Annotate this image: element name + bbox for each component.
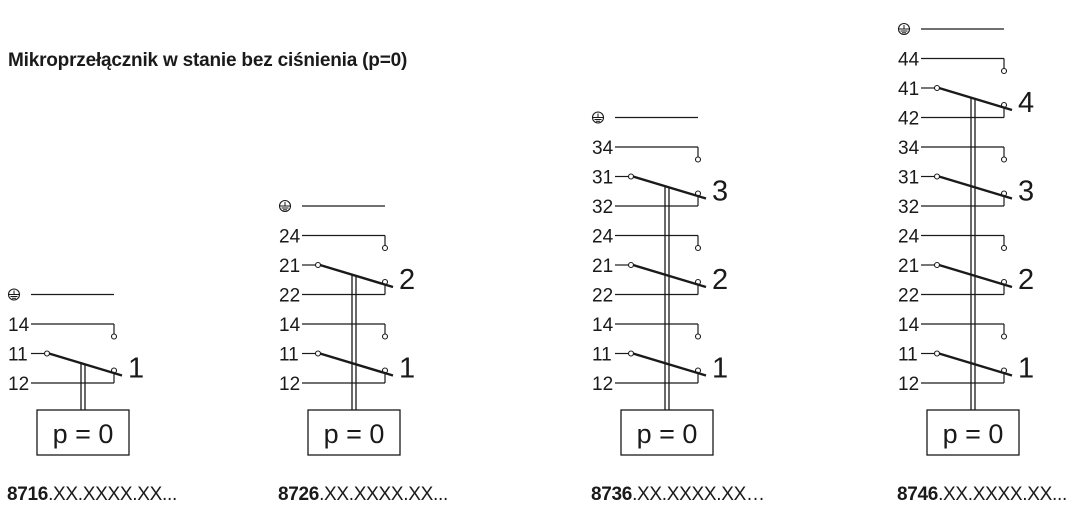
terminal-label: 14 [8,315,30,336]
model-number: 8746 [897,484,939,505]
switch-number: 2 [712,264,728,296]
terminal-label: 11 [898,345,918,366]
switch-number: 2 [399,264,415,296]
terminal-label: 21 [592,256,613,277]
model-suffix: .XX.XXXX.XX... [319,484,448,505]
terminal-label: 14 [592,315,614,336]
pressure-box [926,409,1020,456]
terminal-label: 12 [898,374,919,395]
contact-point [694,156,702,163]
model-caption: 8726.XX.XXXX.XX... [278,484,448,506]
terminal-label: 31 [592,168,613,189]
terminal-label: 11 [8,345,28,366]
terminal-label: 14 [279,315,301,336]
model-number: 8726 [278,484,320,505]
terminal-label: 22 [279,286,300,307]
terminal-label: 31 [898,168,919,189]
model-suffix: .XX.XXXX.XX... [938,484,1067,505]
switch-number: 1 [1018,353,1034,385]
terminal-label: 12 [592,374,613,395]
earth-ground-icon [278,199,292,213]
terminal-label: 32 [898,197,919,218]
contact-point [381,244,389,252]
contact-point [694,333,702,340]
pivot-point [933,84,941,92]
pressure-label: p = 0 [637,419,698,449]
contact-point [1000,156,1008,163]
terminal-label: 34 [592,138,614,159]
contact-point [1000,333,1008,340]
model-suffix: .XX.XXXX.XX… [632,484,765,505]
model-caption: 8736.XX.XXXX.XX… [591,484,765,506]
terminal-label: 24 [898,227,920,248]
pivot-point [933,261,941,269]
terminal-label: 41 [898,79,919,100]
switch-number: 1 [399,353,415,385]
pivot-point [314,350,322,357]
page-title: Mikroprzełącznik w stanie bez ciśnienia … [8,50,408,71]
switch-number: 4 [1018,87,1034,119]
earth-ground-icon [591,111,605,124]
model-caption: 8716.XX.XXXX.XX... [7,484,177,506]
terminal-label: 44 [898,50,920,71]
contact-point [1000,244,1008,252]
pivot-point [627,173,635,180]
terminal-label: 42 [898,109,919,130]
pressure-box [307,409,401,456]
terminal-label: 24 [592,227,614,248]
earth-ground-icon [7,288,21,301]
terminal-label: 21 [898,256,919,277]
terminal-label: 12 [8,374,29,395]
terminal-label: 11 [592,345,612,366]
terminal-label: 22 [898,286,919,307]
switch-number: 1 [128,353,144,385]
terminal-label: 22 [592,286,613,307]
model-number: 8736 [591,484,633,505]
model-number: 8716 [7,484,49,505]
pressure-label: p = 0 [943,419,1004,449]
switch-number: 3 [1018,176,1034,208]
pressure-label: p = 0 [53,419,114,449]
contact-point [110,333,118,340]
pivot-point [314,261,322,269]
contact-point [694,244,702,252]
switch-number: 2 [1018,264,1034,296]
pivot-point [933,350,941,357]
terminal-label: 21 [279,256,300,277]
switch-number: 3 [712,176,728,208]
terminal-label: 32 [592,197,613,218]
pivot-point [933,173,941,180]
terminal-label: 34 [898,138,920,159]
pivot-point [627,261,635,269]
terminal-label: 14 [898,315,920,336]
pivot-point [43,350,51,357]
terminal-label: 24 [279,227,301,248]
pressure-label: p = 0 [324,419,385,449]
contact-point [1000,67,1008,75]
model-caption: 8746.XX.XXXX.XX... [897,484,1067,506]
pivot-point [627,350,635,357]
contact-point [381,333,389,340]
switch-number: 1 [712,353,728,385]
terminal-label: 12 [279,374,300,395]
earth-ground-icon [897,22,911,36]
pressure-box [36,409,130,456]
model-suffix: .XX.XXXX.XX... [48,484,177,505]
pressure-box [620,409,714,456]
terminal-label: 11 [279,345,299,366]
